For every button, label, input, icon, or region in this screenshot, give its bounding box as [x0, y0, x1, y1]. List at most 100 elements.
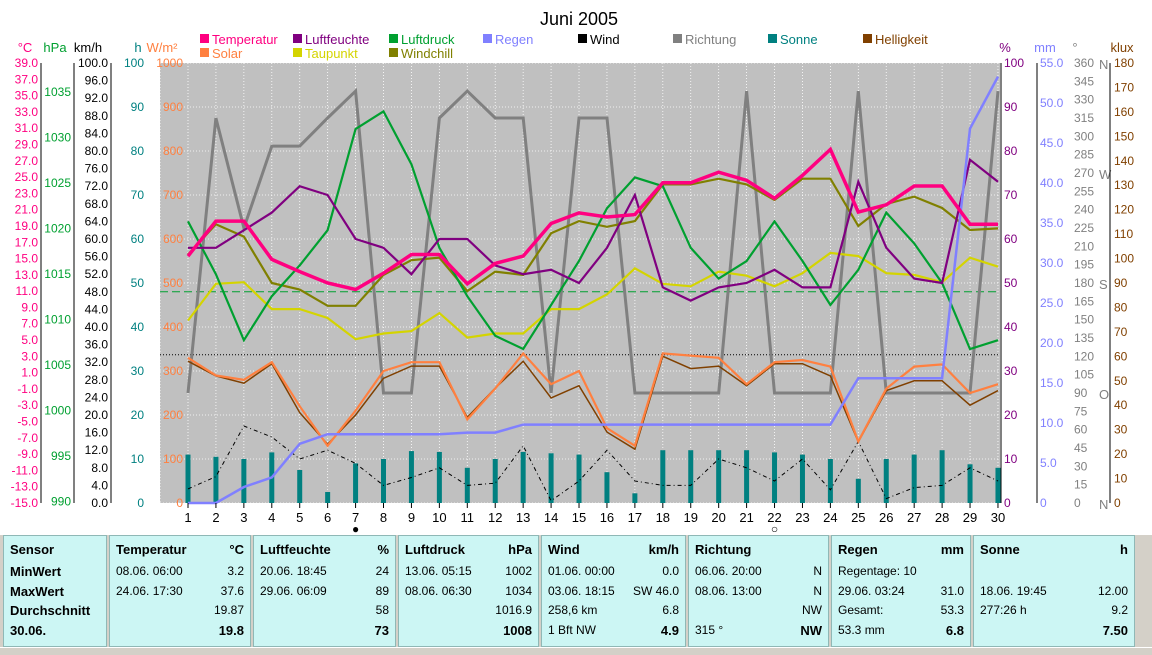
sonne-bar — [827, 459, 833, 503]
temp-axis-tick: -5.0 — [17, 415, 38, 429]
solar-axis-tick: 300 — [163, 364, 183, 378]
humidity-axis-tick: 10 — [1004, 452, 1018, 466]
temperatur-max-time: 24.06. 17:30 — [116, 583, 183, 598]
sonne-max-time: 18.06. 19:45 — [980, 583, 1047, 598]
luftfeuchte-min-time: 20.06. 18:45 — [260, 564, 327, 578]
compass-label: N — [1099, 497, 1108, 512]
wind-axis-tick: 80.0 — [85, 144, 109, 158]
solar-axis-tick: 900 — [163, 100, 183, 114]
direction-axis-tick: 225 — [1074, 221, 1094, 235]
temperatur-min: 3.2 — [227, 564, 244, 578]
lux-axis-tick: 40 — [1114, 398, 1128, 412]
x-tick-label: 1 — [184, 510, 191, 525]
x-tick-label: 13 — [516, 510, 530, 525]
wind-axis-tick: 44.0 — [85, 302, 109, 316]
direction-axis-tick: 330 — [1074, 93, 1094, 107]
min-label: MinWert — [10, 564, 62, 579]
humidity-axis-tick: 80 — [1004, 144, 1018, 158]
luftdruck-min-time: 13.06. 05:15 — [405, 564, 472, 578]
richtung-avg: NW — [802, 603, 822, 617]
x-tick-label: 3 — [240, 510, 247, 525]
legend-label-luftdruck: Luftdruck — [401, 32, 455, 47]
legend-swatch-regen — [483, 34, 492, 43]
regen-total: 53.3 mm — [838, 622, 885, 637]
direction-axis-tick: 255 — [1074, 184, 1094, 198]
sonne-h-axis-tick: 30 — [131, 364, 145, 378]
series-line-solar — [187, 351, 999, 448]
sonne-bar — [744, 450, 750, 503]
rain-axis-tick: 45.0 — [1040, 136, 1064, 150]
humidity-axis-tick: 50 — [1004, 276, 1018, 290]
regen-max: 31.0 — [940, 583, 964, 598]
direction-axis-tick: 240 — [1074, 203, 1094, 217]
legend-label-taupunkt: Taupunkt — [305, 46, 358, 61]
sonne-bar — [995, 467, 1001, 503]
wind-title: Wind — [548, 542, 580, 557]
x-tick-label: 19 — [684, 510, 698, 525]
pressure-axis-tick: 995 — [51, 449, 71, 463]
sonne-bar — [772, 452, 778, 503]
lux-axis-tick: 20 — [1114, 447, 1128, 461]
legend-swatch-solar — [200, 48, 209, 57]
temperatur-avg: 19.87 — [213, 603, 244, 617]
temperatur-today: 19.8 — [218, 622, 244, 638]
x-tick-label: 11 — [461, 510, 475, 525]
sonne-bar — [967, 464, 973, 503]
direction-axis-tick: 360 — [1074, 56, 1094, 70]
richtung-min-time: 06.06. 20:00 — [695, 564, 762, 578]
sonne-h-axis-tick: 40 — [131, 320, 145, 334]
x-tick-label: 15 — [572, 510, 586, 525]
humidity-axis-tick: 40 — [1004, 320, 1018, 334]
direction-axis-tick: 30 — [1074, 459, 1088, 473]
sonne-bar — [855, 478, 861, 503]
temp-axis-tick: 35.0 — [15, 89, 39, 103]
temp-axis-tick: -7.0 — [17, 431, 38, 445]
sonne-title: Sonne — [980, 542, 1020, 557]
wind-bft: 1 Bft NW — [548, 622, 597, 637]
lux-axis-tick: 10 — [1114, 472, 1128, 486]
wind-axis-tick: 76.0 — [85, 162, 109, 176]
legend-label-helligkeit: Helligkeit — [875, 32, 928, 47]
humidity-axis-tick: 30 — [1004, 364, 1018, 378]
sonne-bar — [213, 456, 219, 503]
solar-axis-tick: 0 — [176, 496, 183, 510]
wind-axis-tick: 20.0 — [85, 408, 109, 422]
x-tick-label: 28 — [935, 510, 949, 525]
temp-axis-tick: 21.0 — [15, 203, 39, 217]
sonne-h-axis-tick: 90 — [131, 100, 145, 114]
temp-axis-tick: 7.0 — [21, 317, 38, 331]
rain-axis-tick: 30.0 — [1040, 256, 1064, 270]
series-line-regen — [188, 76, 1000, 505]
richtung-degrees: 315 ° — [695, 622, 724, 637]
sonne-h-axis-tick: 80 — [131, 144, 145, 158]
temp-axis-tick: 37.0 — [15, 72, 39, 86]
rain-axis-tick: 50.0 — [1040, 96, 1064, 110]
legend-label-wind: Wind — [590, 32, 620, 47]
lux-axis-tick: 100 — [1114, 252, 1134, 266]
wind-min: 0.0 — [662, 564, 679, 578]
legend-label-richtung: Richtung — [685, 32, 736, 47]
richtung-today: NW — [800, 622, 822, 638]
wind-axis-tick: 24.0 — [85, 390, 109, 404]
wind-unit: km/h — [648, 542, 679, 557]
temperatur-max: 37.6 — [220, 583, 244, 598]
legend-label-sonne: Sonne — [780, 32, 818, 47]
humidity-axis-tick: 90 — [1004, 100, 1018, 114]
axis-unit-label: h — [134, 40, 141, 55]
richtung-max: N — [813, 583, 822, 598]
rain-axis-tick: 55.0 — [1040, 56, 1064, 70]
luftfeuchte-avg: 58 — [375, 603, 389, 617]
x-tick-label: 6 — [324, 510, 331, 525]
stats-labels: Sensor MinWert MaxWert Durchschnitt 30.0… — [3, 535, 107, 647]
rain-axis-tick: 5.0 — [1040, 456, 1057, 470]
legend-swatch-sonne — [768, 34, 777, 43]
wind-axis-tick: 68.0 — [85, 197, 109, 211]
x-tick-label: 27 — [907, 510, 921, 525]
rain-axis-tick: 20.0 — [1040, 336, 1064, 350]
wind-axis-tick: 88.0 — [85, 109, 109, 123]
temp-axis-tick: 1.0 — [21, 366, 38, 380]
day-marker: ○ — [771, 522, 778, 535]
temp-axis-tick: 25.0 — [15, 170, 39, 184]
